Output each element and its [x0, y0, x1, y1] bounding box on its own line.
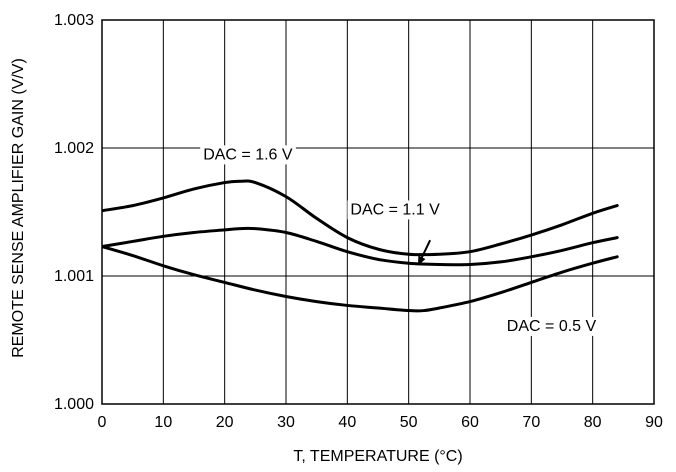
series-layer	[102, 179, 619, 313]
series-line-1	[102, 226, 619, 267]
y-tick-label-1: 1.001	[54, 268, 94, 285]
annotation-bg-1	[347, 200, 444, 220]
x-axis-label: T, TEMPERATURE (°C)	[293, 448, 462, 465]
x-tick-label-3: 30	[277, 414, 295, 431]
x-tick-label-7: 70	[522, 414, 540, 431]
plot-frame	[101, 19, 655, 405]
tick-layer: 0 10 20 30 40 50 60 70 80 90 1.000 1.001 1.002 1.003	[54, 12, 663, 431]
y-axis-label: REMOTE SENSE AMPLIFIER GAIN (V/V)	[10, 58, 27, 358]
annotation-label-1: DAC = 1.1 V	[350, 201, 440, 218]
x-tick-label-5: 50	[400, 414, 418, 431]
frame-layer	[101, 19, 655, 405]
x-tick-label-1: 10	[154, 414, 172, 431]
annotation-arrow	[417, 239, 432, 266]
y-tick-label-2: 1.002	[54, 140, 94, 157]
annotation-layer: DAC = 1.6 V DAC = 1.1 V DAC = 0.5 V	[200, 145, 600, 336]
x-tick-label-8: 80	[584, 414, 602, 431]
x-tick-label-6: 60	[461, 414, 479, 431]
annotation-label-0: DAC = 1.6 V	[203, 146, 293, 163]
series-line-0	[102, 179, 619, 257]
annotation-label-2: DAC = 0.5 V	[507, 318, 597, 335]
annotation-bg-2	[503, 316, 600, 336]
x-tick-label-0: 0	[98, 414, 107, 431]
y-tick-label-0: 1.000	[54, 396, 94, 413]
y-tick-label-3: 1.003	[54, 12, 94, 29]
annotation-bg-0	[200, 145, 296, 165]
series-line-2	[102, 245, 619, 313]
x-tick-label-2: 20	[216, 414, 234, 431]
x-tick-label-9: 90	[645, 414, 663, 431]
x-tick-label-4: 40	[338, 414, 356, 431]
